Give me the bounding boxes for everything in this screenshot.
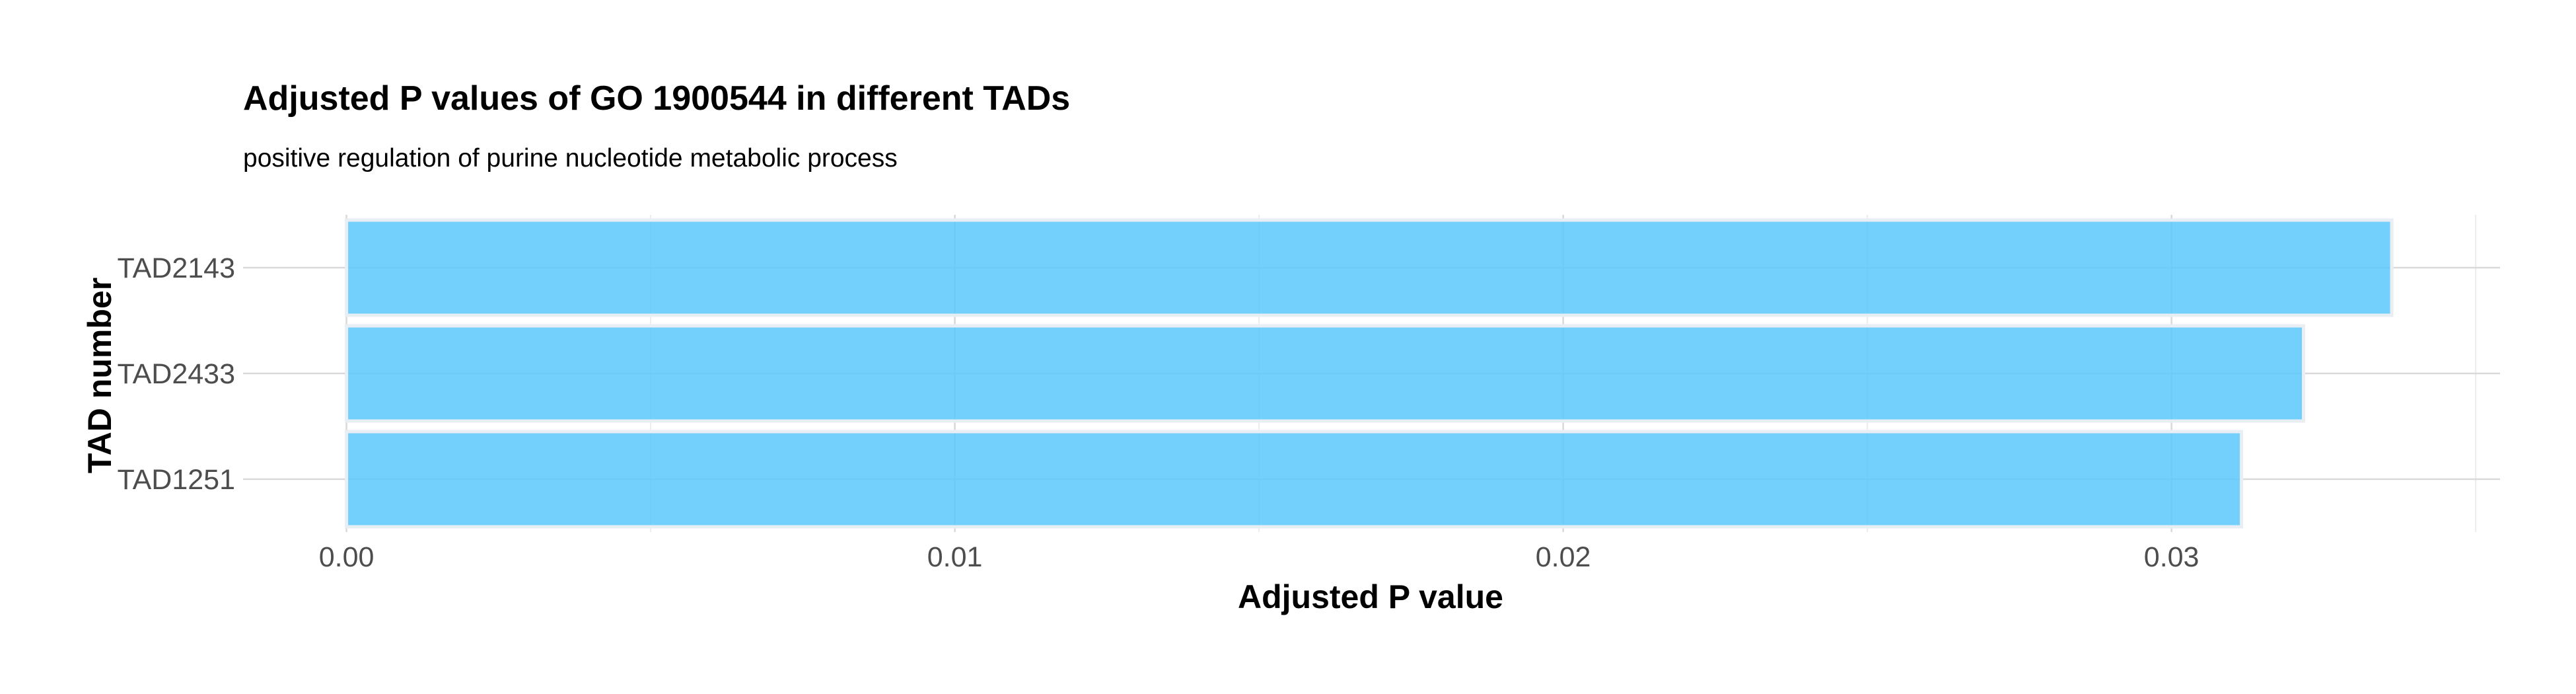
y-tick-label: TAD2433: [118, 358, 235, 390]
x-axis-title: Adjusted P value: [1238, 578, 1503, 615]
bar-tad2433: [345, 324, 2306, 423]
chart-title: Adjusted P values of GO 1900544 in diffe…: [243, 79, 1070, 118]
x-axis-ticks: 0.00 0.01 0.02 0.03: [319, 541, 2200, 573]
bar-tad2143: [345, 218, 2394, 317]
y-axis-ticks: TAD2143 TAD2433 TAD1251: [118, 252, 235, 496]
bar-tad1251: [345, 430, 2244, 529]
bars: [345, 218, 2394, 529]
y-axis-title: TAD number: [81, 278, 118, 473]
x-tick-label: 0.01: [927, 541, 983, 573]
x-tick-label: 0.03: [2144, 541, 2200, 573]
x-tick-label: 0.00: [319, 541, 375, 573]
y-tick-label: TAD2143: [118, 252, 235, 284]
x-tick-label: 0.02: [1536, 541, 1591, 573]
y-tick-label: TAD1251: [118, 464, 235, 496]
chart-subtitle: positive regulation of purine nucleotide…: [243, 144, 898, 173]
